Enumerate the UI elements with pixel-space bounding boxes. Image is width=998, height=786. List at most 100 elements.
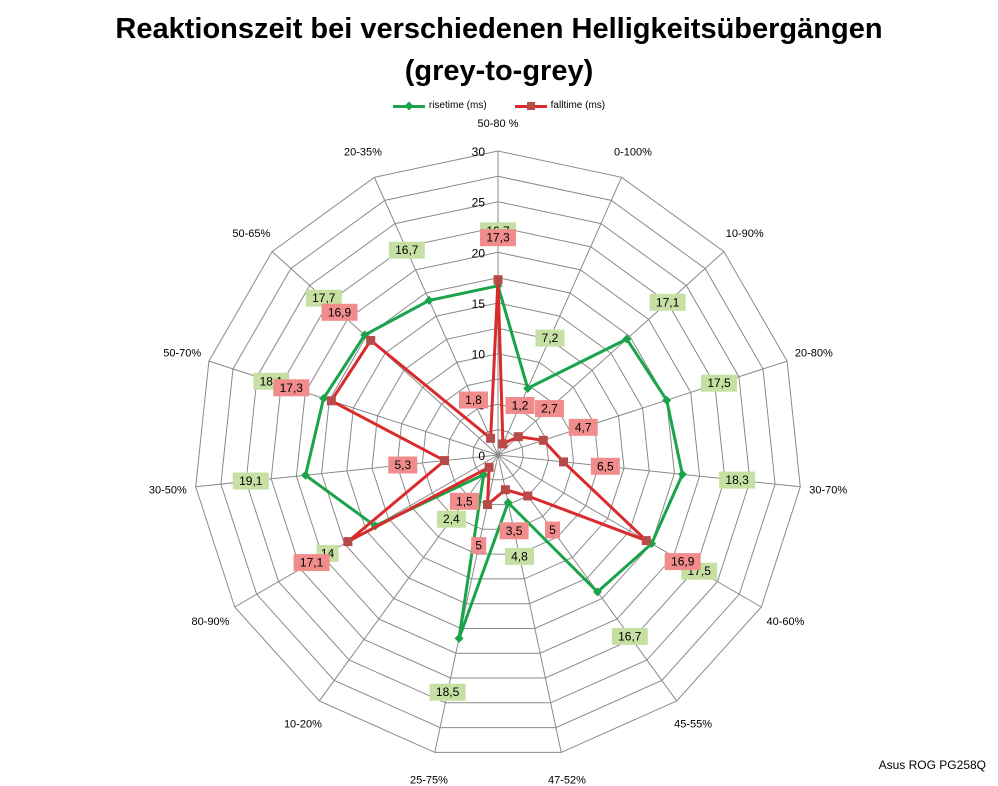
risetime-point xyxy=(424,295,434,305)
data-label-risetime: 7,2 xyxy=(542,331,559,345)
data-label-bg xyxy=(535,400,564,418)
legend-swatch-falltime xyxy=(514,101,547,110)
data-label-risetime: 17,5 xyxy=(707,376,731,390)
grid-ring xyxy=(270,226,726,679)
grid-ring xyxy=(220,175,776,729)
data-label-bg xyxy=(273,379,310,397)
legend-swatch-risetime xyxy=(392,100,425,111)
grid-spoke xyxy=(373,177,499,456)
radial-tick-label: 0 xyxy=(478,449,485,463)
risetime-point xyxy=(503,498,513,508)
grid-ring xyxy=(472,429,524,481)
category-label: 47-52% xyxy=(548,775,586,786)
radial-tick-label: 10 xyxy=(472,348,486,362)
data-label-bg xyxy=(545,521,560,539)
data-label-bg xyxy=(459,391,488,409)
data-label-risetime: 18,5 xyxy=(436,685,460,699)
category-label: 10-20% xyxy=(284,719,322,731)
data-label-bg xyxy=(293,554,330,572)
footer-label: Asus ROG PG258Q xyxy=(878,758,986,772)
data-label-falltime: 17,1 xyxy=(300,556,324,570)
category-label: 40-60% xyxy=(767,616,805,628)
risetime-point xyxy=(523,383,533,393)
data-label-bg xyxy=(232,472,269,490)
data-label-falltime: 17,3 xyxy=(280,381,304,395)
legend-item-risetime: risetime (ms) xyxy=(392,100,487,111)
data-label-risetime: 2,4 xyxy=(443,512,460,526)
risetime-point xyxy=(622,334,632,344)
risetime-point xyxy=(662,395,672,405)
data-label-bg xyxy=(499,522,529,540)
category-label: 20-35% xyxy=(344,147,382,159)
category-label: 50-70% xyxy=(163,347,201,359)
data-label-risetime: 17,7 xyxy=(312,291,336,305)
category-label: 0-100% xyxy=(614,147,652,159)
category-label: 80-90% xyxy=(192,616,230,628)
data-label-bg xyxy=(505,397,535,414)
data-label-falltime: 2,7 xyxy=(541,402,558,416)
data-label-bg xyxy=(480,229,516,247)
falltime-point xyxy=(483,500,492,510)
data-label-bg xyxy=(649,293,686,311)
category-label: 30-50% xyxy=(149,485,187,497)
falltime-point xyxy=(513,432,523,442)
risetime-point xyxy=(592,587,602,597)
grid-ring xyxy=(245,201,751,704)
grid-ring xyxy=(346,302,650,605)
data-label-bg xyxy=(429,683,466,701)
falltime-point xyxy=(484,462,494,472)
data-label-falltime: 16,9 xyxy=(328,305,352,319)
grid-spoke xyxy=(497,454,762,608)
grid-ring xyxy=(371,327,625,580)
grid-ring xyxy=(295,251,701,654)
series-line-risetime xyxy=(303,284,684,639)
data-label-falltime: 5,3 xyxy=(394,458,411,472)
falltime-point xyxy=(326,396,336,406)
data-label-risetime: 16,7 xyxy=(395,243,419,257)
data-label-falltime: 1,8 xyxy=(465,393,482,407)
falltime-point xyxy=(366,335,376,345)
grid-spoke xyxy=(497,251,725,456)
data-label-risetime: 17,1 xyxy=(656,295,680,309)
data-label-falltime: 6,5 xyxy=(597,459,614,473)
category-label: 20-80% xyxy=(795,347,833,359)
data-label-bg xyxy=(590,457,620,475)
radial-tick-label: 30 xyxy=(472,145,486,159)
legend-item-falltime: falltime (ms) xyxy=(514,100,606,111)
falltime-point xyxy=(523,491,533,501)
data-label-falltime: 3,5 xyxy=(506,524,523,538)
data-label-falltime: 5 xyxy=(549,523,556,537)
category-label: 25-75% xyxy=(410,775,448,786)
data-label-risetime: 4,8 xyxy=(511,549,528,563)
data-label-risetime: 19,1 xyxy=(239,474,263,488)
falltime-point xyxy=(440,456,450,466)
category-label: 50-80 % xyxy=(478,118,519,130)
data-label-risetime: 16,7 xyxy=(618,629,642,643)
radial-tick-label: 20 xyxy=(472,246,486,260)
chart-title: Reaktionszeit bei verschiedenen Helligke… xyxy=(0,8,998,92)
data-label-falltime: 16,9 xyxy=(671,555,695,569)
data-label-falltime: 17,3 xyxy=(486,231,510,245)
data-label-bg xyxy=(505,547,534,565)
series-line-falltime xyxy=(329,279,648,543)
category-label: 50-65% xyxy=(232,228,270,240)
falltime-point xyxy=(559,457,568,467)
grid-ring xyxy=(321,277,675,629)
data-label-bg xyxy=(388,241,425,259)
data-label-bg xyxy=(471,537,487,555)
risetime-point xyxy=(677,469,687,479)
data-label-bg xyxy=(611,627,648,645)
risetime-point xyxy=(454,633,464,643)
grid-ring xyxy=(447,403,549,506)
category-label: 45-55% xyxy=(674,719,712,731)
falltime-point xyxy=(343,537,353,547)
chart-title-line2: (grey-to-grey) xyxy=(404,55,594,87)
legend-label-falltime: falltime (ms) xyxy=(550,100,606,111)
data-label-bg xyxy=(719,471,756,489)
data-label-bg xyxy=(701,374,737,392)
grid-ring xyxy=(396,353,600,555)
chart-title-line1: Reaktionszeit bei verschiedenen Helligke… xyxy=(115,13,883,45)
radial-tick-label: 25 xyxy=(472,196,486,210)
data-label-bg xyxy=(436,510,466,528)
